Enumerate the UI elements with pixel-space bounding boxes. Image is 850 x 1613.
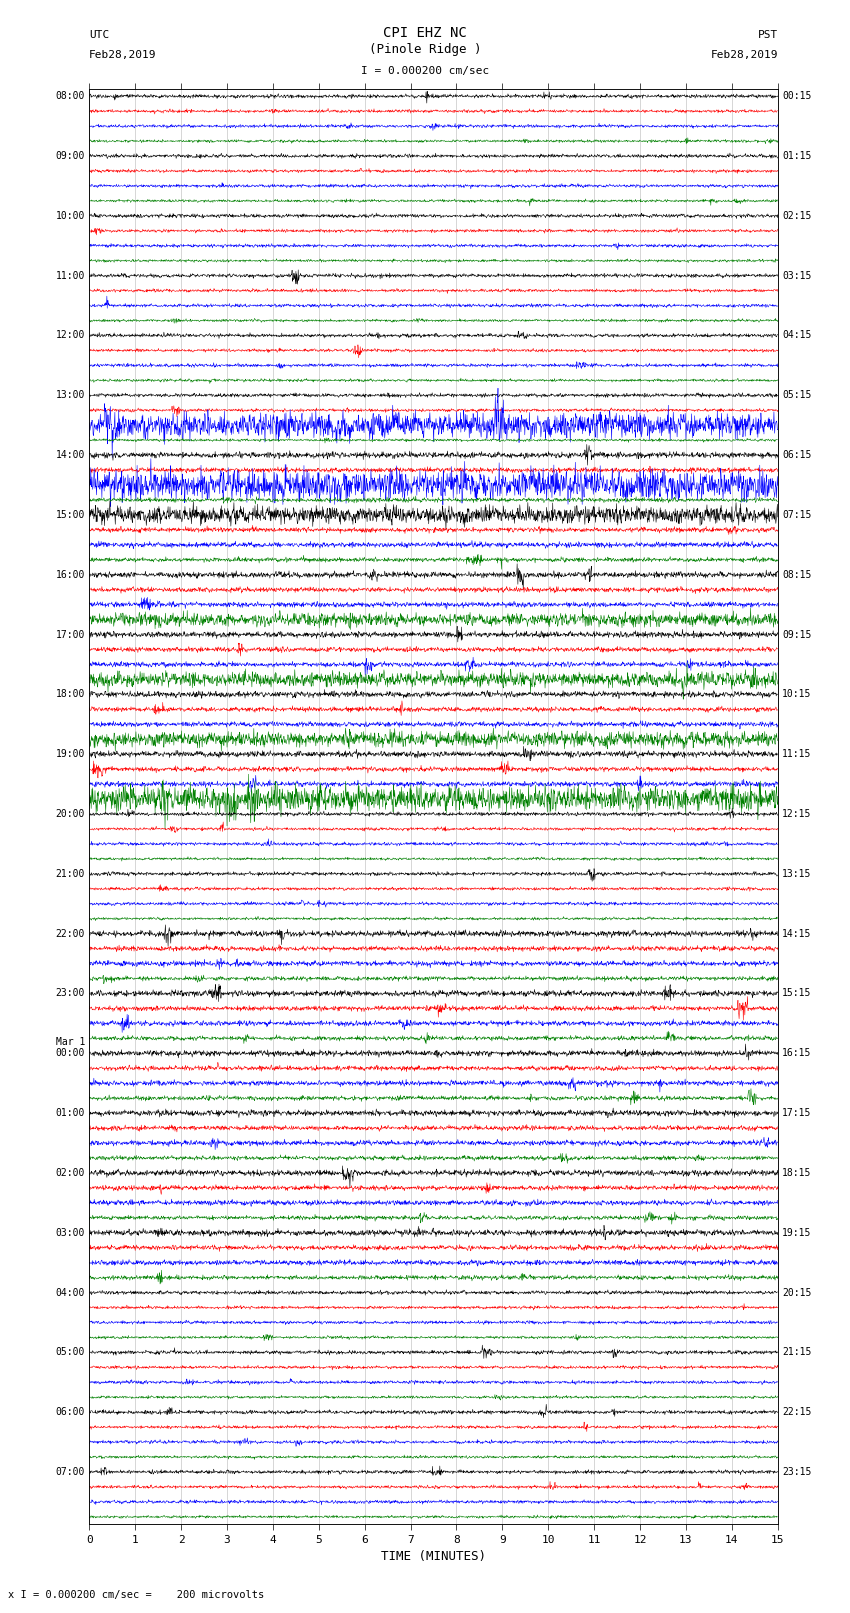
Text: 00:00: 00:00 (55, 1048, 85, 1058)
X-axis label: TIME (MINUTES): TIME (MINUTES) (381, 1550, 486, 1563)
Text: 18:00: 18:00 (55, 689, 85, 700)
Text: 18:15: 18:15 (782, 1168, 812, 1177)
Text: 20:00: 20:00 (55, 810, 85, 819)
Text: 03:15: 03:15 (782, 271, 812, 281)
Text: 21:15: 21:15 (782, 1347, 812, 1357)
Text: 20:15: 20:15 (782, 1287, 812, 1297)
Text: 21:00: 21:00 (55, 869, 85, 879)
Text: 07:00: 07:00 (55, 1466, 85, 1478)
Text: 03:00: 03:00 (55, 1227, 85, 1237)
Text: 09:15: 09:15 (782, 629, 812, 639)
Text: 05:00: 05:00 (55, 1347, 85, 1357)
Text: 10:00: 10:00 (55, 211, 85, 221)
Text: 04:00: 04:00 (55, 1287, 85, 1297)
Text: 22:00: 22:00 (55, 929, 85, 939)
Text: 15:15: 15:15 (782, 989, 812, 998)
Text: 10:15: 10:15 (782, 689, 812, 700)
Text: CPI EHZ NC: CPI EHZ NC (383, 26, 467, 40)
Text: 14:00: 14:00 (55, 450, 85, 460)
Text: 23:00: 23:00 (55, 989, 85, 998)
Text: Mar 1: Mar 1 (55, 1037, 85, 1047)
Text: 11:00: 11:00 (55, 271, 85, 281)
Text: UTC: UTC (89, 31, 110, 40)
Text: PST: PST (757, 31, 778, 40)
Text: 12:00: 12:00 (55, 331, 85, 340)
Text: 14:15: 14:15 (782, 929, 812, 939)
Text: 12:15: 12:15 (782, 810, 812, 819)
Text: 04:15: 04:15 (782, 331, 812, 340)
Text: 00:15: 00:15 (782, 92, 812, 102)
Text: 19:00: 19:00 (55, 748, 85, 760)
Text: 13:15: 13:15 (782, 869, 812, 879)
Text: 06:00: 06:00 (55, 1407, 85, 1418)
Text: 08:15: 08:15 (782, 569, 812, 579)
Text: 09:00: 09:00 (55, 152, 85, 161)
Text: 06:15: 06:15 (782, 450, 812, 460)
Text: 15:00: 15:00 (55, 510, 85, 519)
Text: 22:15: 22:15 (782, 1407, 812, 1418)
Text: 05:15: 05:15 (782, 390, 812, 400)
Text: I = 0.000200 cm/sec: I = 0.000200 cm/sec (361, 66, 489, 76)
Text: Feb28,2019: Feb28,2019 (89, 50, 156, 60)
Text: Feb28,2019: Feb28,2019 (711, 50, 778, 60)
Text: 16:00: 16:00 (55, 569, 85, 579)
Text: 17:00: 17:00 (55, 629, 85, 639)
Text: 01:15: 01:15 (782, 152, 812, 161)
Text: (Pinole Ridge ): (Pinole Ridge ) (369, 44, 481, 56)
Text: 11:15: 11:15 (782, 748, 812, 760)
Text: 02:15: 02:15 (782, 211, 812, 221)
Text: 08:00: 08:00 (55, 92, 85, 102)
Text: x I = 0.000200 cm/sec =    200 microvolts: x I = 0.000200 cm/sec = 200 microvolts (8, 1590, 264, 1600)
Text: 02:00: 02:00 (55, 1168, 85, 1177)
Text: 01:00: 01:00 (55, 1108, 85, 1118)
Text: 07:15: 07:15 (782, 510, 812, 519)
Text: 17:15: 17:15 (782, 1108, 812, 1118)
Text: 16:15: 16:15 (782, 1048, 812, 1058)
Text: 19:15: 19:15 (782, 1227, 812, 1237)
Text: 23:15: 23:15 (782, 1466, 812, 1478)
Text: 13:00: 13:00 (55, 390, 85, 400)
